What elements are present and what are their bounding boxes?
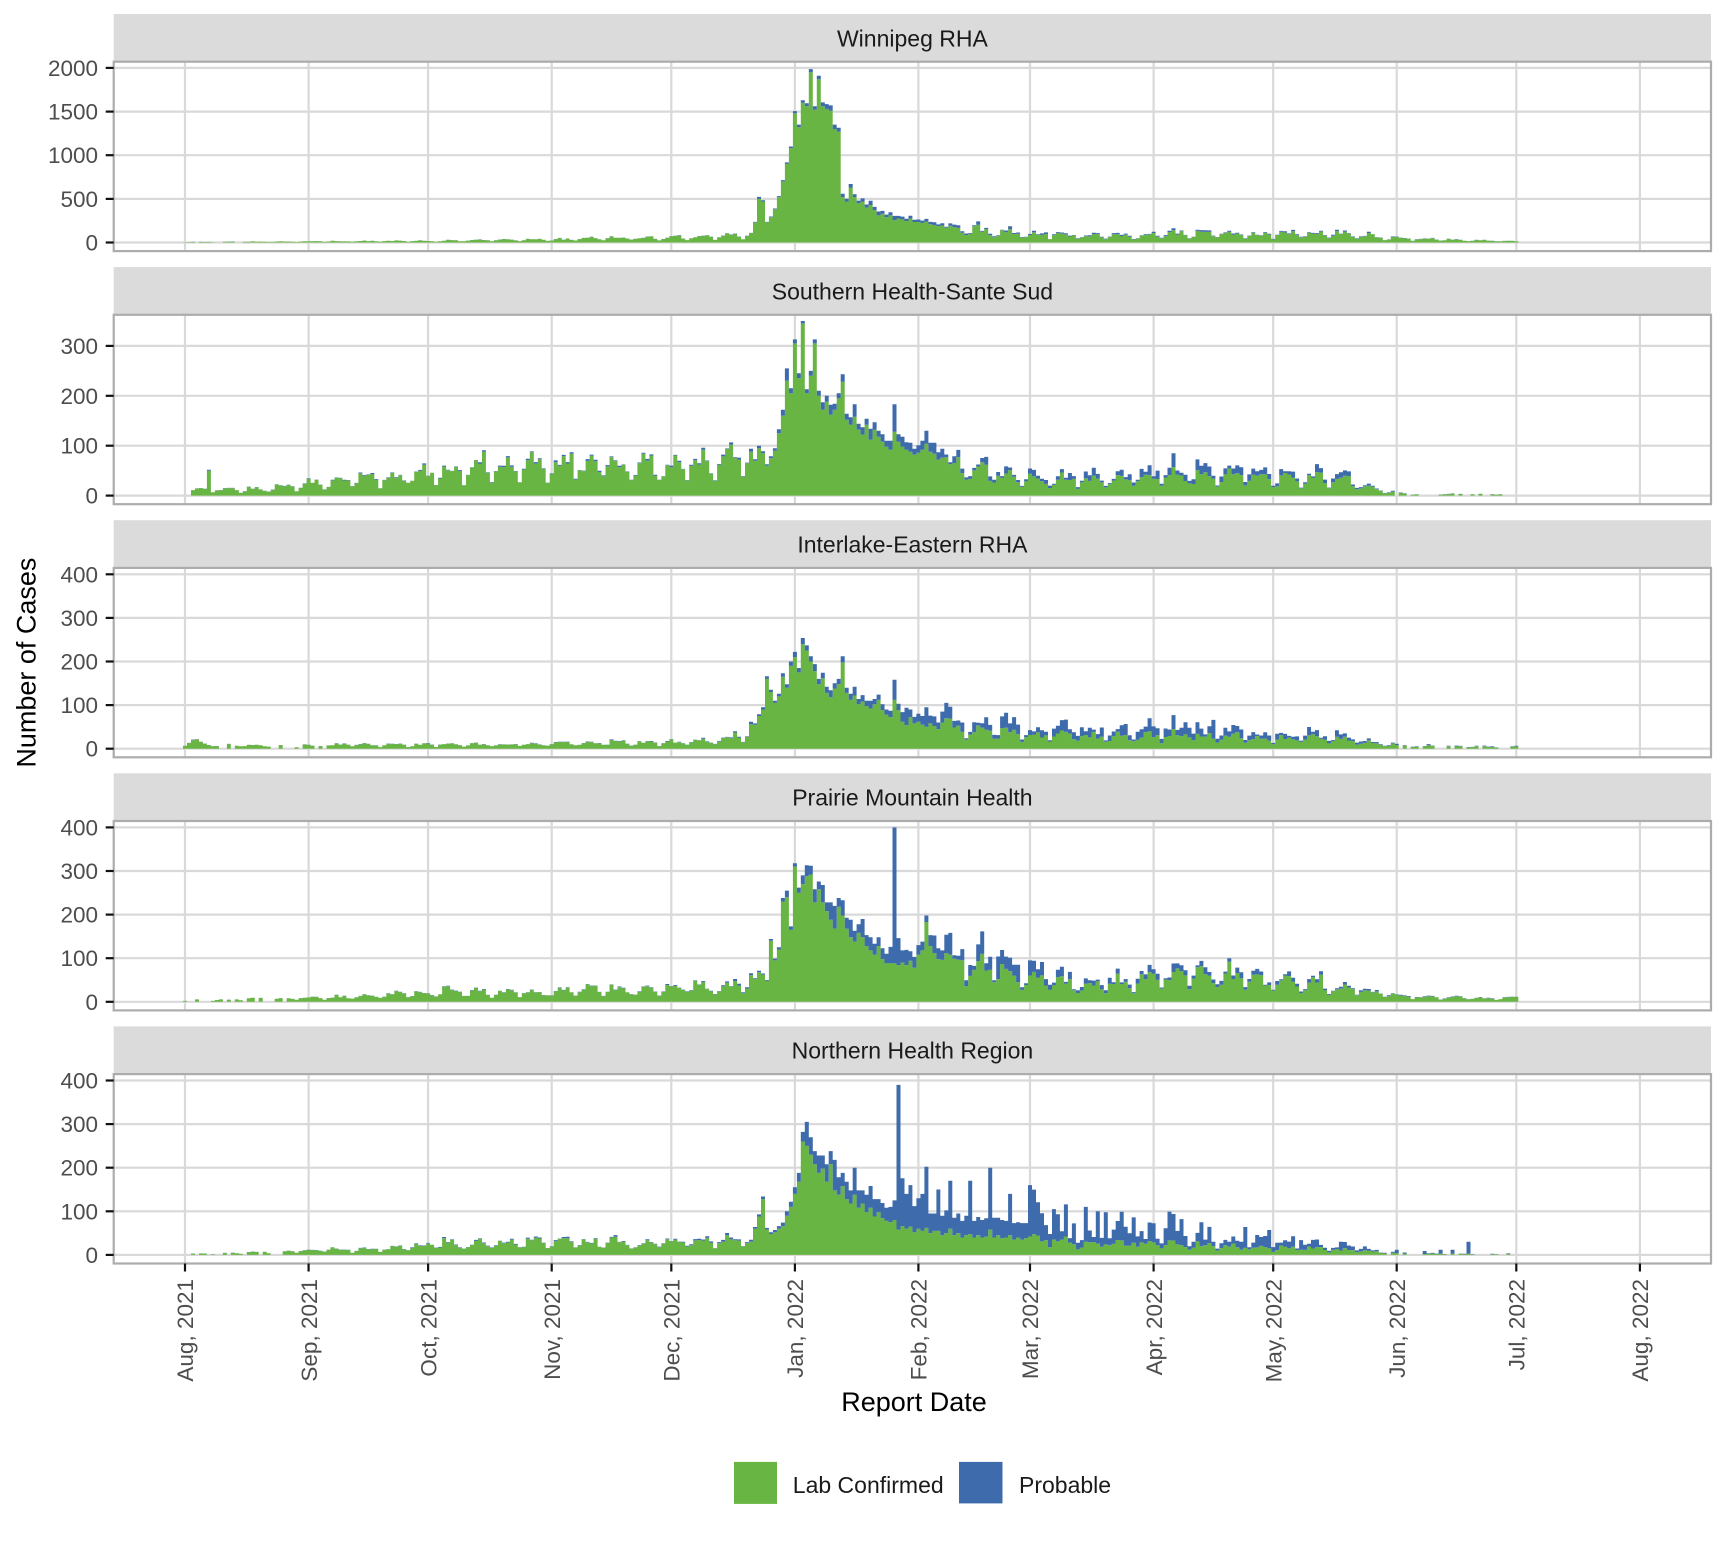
svg-text:Aug, 2022: Aug, 2022 <box>1628 1279 1653 1382</box>
svg-text:Oct, 2021: Oct, 2021 <box>416 1279 441 1377</box>
svg-text:100: 100 <box>60 1199 98 1224</box>
svg-text:Aug, 2021: Aug, 2021 <box>173 1279 198 1382</box>
svg-text:Report Date: Report Date <box>841 1387 987 1417</box>
svg-text:Jun, 2022: Jun, 2022 <box>1385 1279 1410 1378</box>
svg-text:Interlake-Eastern RHA: Interlake-Eastern RHA <box>797 532 1028 558</box>
svg-text:100: 100 <box>60 434 98 459</box>
svg-text:0: 0 <box>85 231 98 256</box>
svg-text:300: 300 <box>60 859 98 884</box>
svg-text:300: 300 <box>60 606 98 631</box>
svg-text:Number of Cases: Number of Cases <box>12 558 42 768</box>
svg-text:2000: 2000 <box>48 56 98 81</box>
svg-text:1500: 1500 <box>48 100 98 125</box>
svg-text:200: 200 <box>60 384 98 409</box>
svg-text:300: 300 <box>60 334 98 359</box>
svg-text:200: 200 <box>60 903 98 928</box>
svg-text:Prairie Mountain Health: Prairie Mountain Health <box>792 785 1032 811</box>
svg-text:Dec, 2021: Dec, 2021 <box>660 1279 685 1382</box>
svg-text:200: 200 <box>60 650 98 675</box>
svg-text:400: 400 <box>60 1069 98 1094</box>
svg-text:Lab Confirmed: Lab Confirmed <box>793 1472 944 1498</box>
svg-text:Nov, 2021: Nov, 2021 <box>540 1279 565 1380</box>
svg-text:Feb, 2022: Feb, 2022 <box>907 1279 932 1380</box>
svg-text:Winnipeg RHA: Winnipeg RHA <box>837 25 988 51</box>
svg-text:0: 0 <box>85 484 98 509</box>
svg-text:200: 200 <box>60 1156 98 1181</box>
svg-text:Probable: Probable <box>1019 1472 1111 1498</box>
svg-text:0: 0 <box>85 990 98 1015</box>
svg-text:Jul, 2022: Jul, 2022 <box>1505 1279 1530 1370</box>
svg-text:Apr, 2022: Apr, 2022 <box>1142 1279 1167 1375</box>
svg-text:100: 100 <box>60 693 98 718</box>
svg-text:Mar, 2022: Mar, 2022 <box>1018 1279 1043 1379</box>
svg-text:Sep, 2021: Sep, 2021 <box>297 1279 322 1382</box>
svg-text:0: 0 <box>85 1243 98 1268</box>
svg-text:500: 500 <box>60 187 98 212</box>
svg-text:Jan, 2022: Jan, 2022 <box>783 1279 808 1378</box>
svg-text:Southern Health-Sante Sud: Southern Health-Sante Sud <box>772 278 1053 304</box>
svg-text:May, 2022: May, 2022 <box>1261 1279 1286 1382</box>
svg-text:Northern Health Region: Northern Health Region <box>792 1038 1034 1064</box>
svg-text:100: 100 <box>60 946 98 971</box>
svg-text:1000: 1000 <box>48 143 98 168</box>
svg-text:300: 300 <box>60 1112 98 1137</box>
svg-text:400: 400 <box>60 815 98 840</box>
svg-text:400: 400 <box>60 562 98 587</box>
svg-text:0: 0 <box>85 737 98 762</box>
